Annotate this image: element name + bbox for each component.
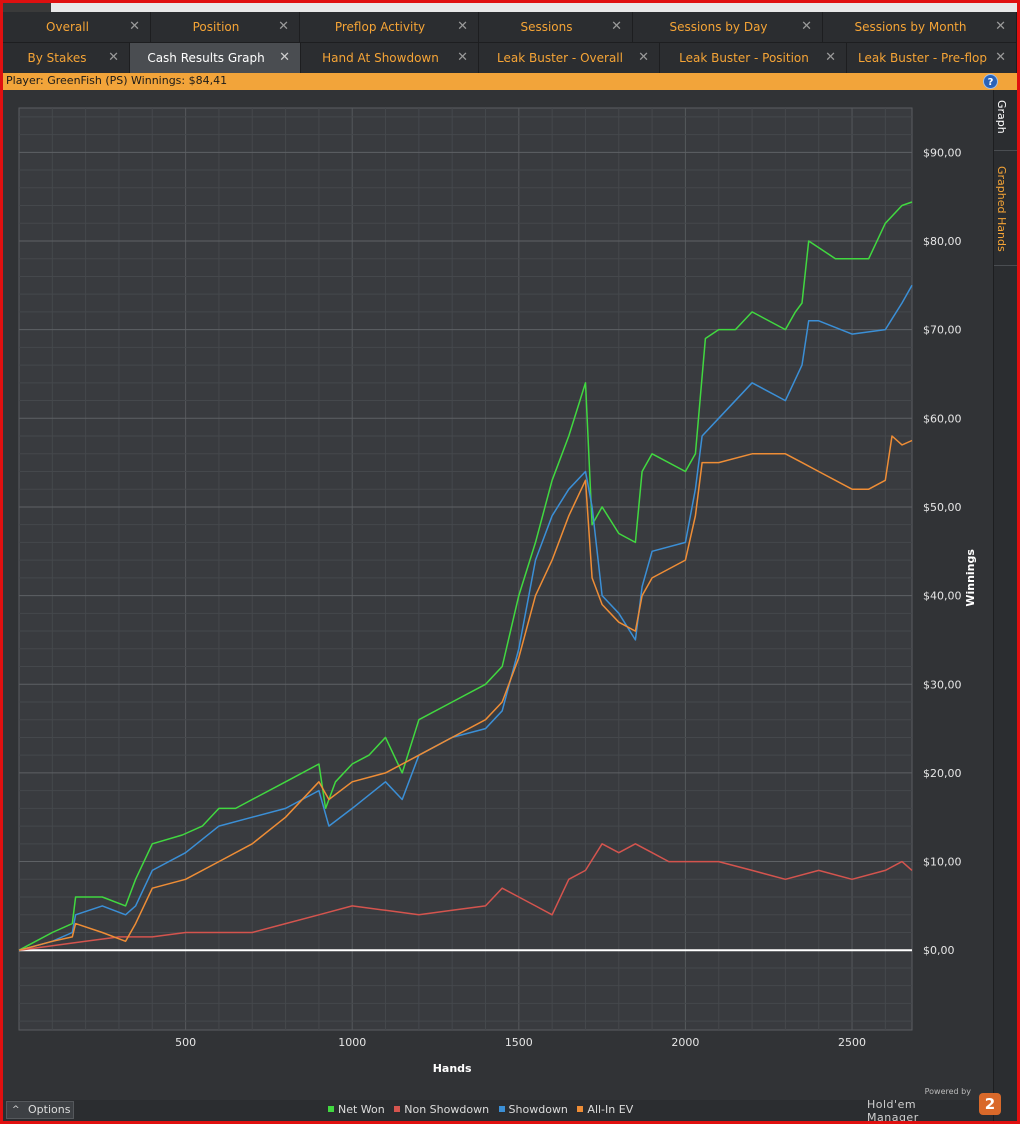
tab-leak-buster-overall[interactable]: Leak Buster - Overall ✕ [479,43,660,73]
close-icon[interactable]: ✕ [995,19,1006,34]
legend-swatch-net-won [328,1106,334,1112]
legend-label: Showdown [508,1103,568,1116]
y-axis-title: Winnings [964,549,977,607]
close-icon[interactable]: ✕ [279,50,290,65]
y-tick-label: $80,00 [923,235,962,248]
legend-swatch-non-showdown [394,1106,401,1112]
series-line-showdown [18,284,913,951]
x-tick-label: 500 [175,1036,196,1049]
legend-item-non-showdown[interactable]: Non Showdown [394,1103,489,1116]
x-tick-label: 2000 [671,1036,699,1049]
x-tick-label: 2500 [838,1036,866,1049]
tab-sessions[interactable]: Sessions ✕ [479,12,633,42]
close-icon[interactable]: ✕ [278,19,289,34]
y-tick-label: $40,00 [923,590,962,603]
close-icon[interactable]: ✕ [638,50,649,65]
y-tick-label: $50,00 [923,501,962,514]
tab-leak-buster-preflop[interactable]: Leak Buster - Pre-flop ✕ [847,43,1017,73]
tab-label: Overall [46,20,89,34]
legend-label: Net Won [338,1103,385,1116]
player-winnings-text: Player: GreenFish (PS) Winnings: $84,41 [6,74,228,87]
tab-label: Leak Buster - Overall [497,51,623,65]
close-icon[interactable]: ✕ [825,50,836,65]
tab-sessions-by-month[interactable]: Sessions by Month ✕ [823,12,1017,42]
title-strip-block [3,3,51,12]
close-icon[interactable]: ✕ [995,50,1006,65]
plot-area [18,107,913,1031]
tab-row-top: Overall ✕ Position ✕ Preflop Activity ✕ Ses… [3,12,1017,42]
side-separator [994,150,1017,151]
side-separator [994,265,1017,266]
close-icon[interactable]: ✕ [457,19,468,34]
brand-name: Hold'em Manager [867,1098,919,1124]
legend-swatch-all-in-ev [577,1106,584,1112]
y-tick-label: $60,00 [923,412,962,425]
legend-item-all-in-ev[interactable]: All-In EV [577,1103,633,1116]
close-icon[interactable]: ✕ [611,19,622,34]
x-axis-title: Hands [433,1062,472,1075]
chevron-up-icon: ^ [12,1105,20,1115]
side-tab-graphed-hands[interactable]: Graphed Hands [995,166,1008,252]
brand-badge-icon: 2 [979,1093,1001,1115]
tab-label: By Stakes [27,51,87,65]
chart-legend: Net Won Non Showdown Showdown All-In EV [328,1103,639,1117]
y-tick-label: $70,00 [923,324,962,337]
tab-label: Sessions by Month [854,20,967,34]
y-tick-label: $0,00 [923,944,955,957]
tab-position[interactable]: Position ✕ [151,12,300,42]
holdem-manager-logo: Powered by Hold'em Manager 2 [867,1087,1007,1121]
side-tab-graph[interactable]: Graph [995,100,1008,134]
series-line-all-in-ev [18,435,913,951]
x-tick-label: 1000 [338,1036,366,1049]
options-button[interactable]: ^ Options [6,1101,74,1119]
close-icon[interactable]: ✕ [457,50,468,65]
series-line-net-won [18,201,913,951]
tab-row-bottom: By Stakes ✕ Cash Results Graph ✕ Hand At S… [3,42,1017,73]
options-label: Options [28,1103,71,1116]
tab-label: Cash Results Graph [147,51,265,65]
x-tick-label: 1500 [505,1036,533,1049]
close-icon[interactable]: ✕ [108,50,119,65]
legend-label: Non Showdown [404,1103,490,1116]
y-tick-label: $30,00 [923,678,962,691]
help-icon[interactable]: ? [983,74,998,89]
close-icon[interactable]: ✕ [129,19,140,34]
tab-hand-at-showdown[interactable]: Hand At Showdown ✕ [301,43,479,73]
tab-leak-buster-position[interactable]: Leak Buster - Position ✕ [660,43,847,73]
side-panel: Graph Graphed Hands [993,90,1017,1121]
tab-preflop-activity[interactable]: Preflop Activity ✕ [300,12,479,42]
tab-label: Leak Buster - Pre-flop [858,51,987,65]
legend-swatch-showdown [498,1106,505,1112]
y-tick-label: $10,00 [923,856,962,869]
tab-cash-results-graph[interactable]: Cash Results Graph ✕ [130,43,301,73]
results-chart: $0,00 $10,00 $20,00 $30,00 $40,00 $50,00 $60,0… [3,90,993,1100]
results-chart-svg: $0,00 $10,00 $20,00 $30,00 $40,00 $50,00 $60,0… [18,107,977,1075]
close-icon[interactable]: ✕ [801,19,812,34]
tab-overall[interactable]: Overall ✕ [3,12,151,42]
legend-label: All-In EV [587,1103,634,1116]
tab-label: Position [192,20,240,34]
legend-item-net-won[interactable]: Net Won [328,1103,385,1116]
tab-by-stakes[interactable]: By Stakes ✕ [3,43,130,73]
tab-sessions-by-day[interactable]: Sessions by Day ✕ [633,12,823,42]
powered-by-text: Powered by [924,1087,971,1096]
series-line-non-showdown [18,843,913,951]
player-info-bar: Player: GreenFish (PS) Winnings: $84,41 … [3,73,1017,90]
tab-label: Preflop Activity [334,20,426,34]
y-tick-label: $90,00 [923,146,962,159]
tab-label: Sessions [520,20,573,34]
tab-label: Leak Buster - Position [679,51,809,65]
y-tick-label: $20,00 [923,767,962,780]
title-strip [3,3,1017,12]
tab-label: Hand At Showdown [322,51,439,65]
bottom-bar: ^ Options Net Won Non Showdown Showdown … [3,1100,993,1121]
legend-item-showdown[interactable]: Showdown [498,1103,568,1116]
tab-label: Sessions by Day [669,20,768,34]
